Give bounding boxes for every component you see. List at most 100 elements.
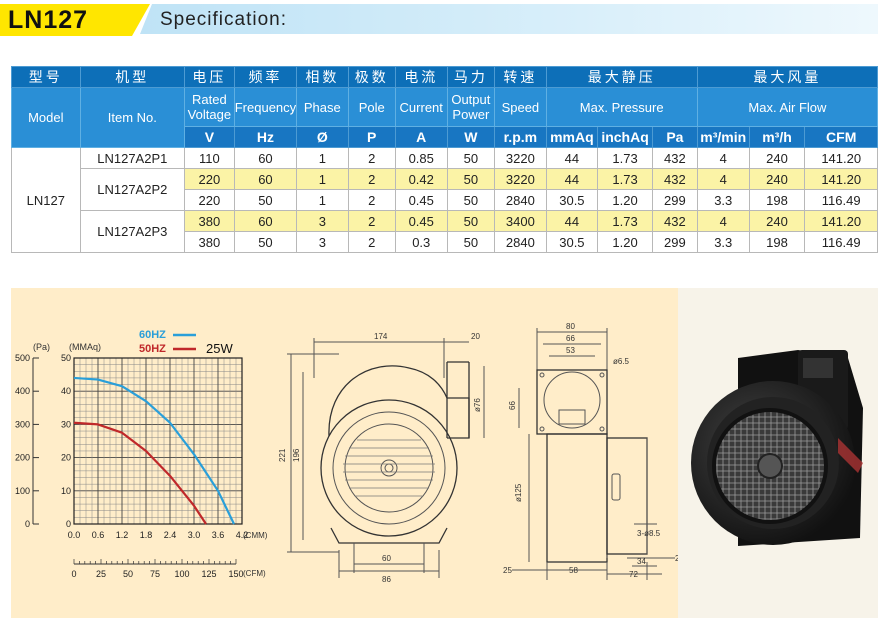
front-view-drawing: 174 20 221 196 ø76 60 86 [279, 332, 485, 584]
data-cell: 44 [545, 168, 599, 190]
data-cell: 2840 [494, 189, 547, 211]
data-cell: 50 [233, 189, 298, 211]
pa-tick-label: 300 [15, 419, 30, 429]
data-cell: 141.20 [804, 210, 878, 232]
data-cell: 44 [545, 210, 599, 232]
data-cell: 3400 [494, 210, 547, 232]
cfm-tick-label: 75 [150, 569, 160, 579]
cfm-tick-label: 50 [123, 569, 133, 579]
column-header: Rated Voltage [184, 87, 235, 127]
dim-20: 20 [471, 332, 480, 341]
data-cell: 50 [233, 231, 298, 253]
unit-cell: Pa [651, 126, 698, 148]
unit-cell: Ø [296, 126, 349, 148]
cmm-tick-label: 2.4 [164, 530, 177, 540]
cfm-tick-label: 100 [174, 569, 189, 579]
unit-cell: mmAq [545, 126, 599, 148]
table-header-cn: 型号 机型 电压 频率 相数 极数 电流 马力 转速 最大静压 最大风量 [11, 66, 878, 88]
pa-axis-unit: (Pa) [33, 342, 50, 352]
data-cell: 50 [446, 147, 496, 169]
data-cell: 0.45 [394, 189, 448, 211]
cfm-tick-label: 150 [228, 569, 243, 579]
column-header: Phase [296, 87, 349, 127]
column-header: Model [11, 87, 81, 148]
data-cell: 0.42 [394, 168, 448, 190]
table-row: LN127A2P3 380 60 3 2 0.45 50 3400 44 1.7… [12, 210, 878, 253]
chart-frame [73, 357, 243, 525]
data-cell: 60 [233, 210, 298, 232]
series-line-50hz [73, 421, 207, 525]
model-cell: LN127 [11, 147, 81, 253]
model-title: LN127 [8, 6, 89, 34]
column-header: 最大静压 [545, 66, 698, 88]
data-cell: 1 [296, 147, 349, 169]
unit-cell: r.p.m [494, 126, 547, 148]
dim-34: 34 [637, 557, 646, 566]
cmm-tick-label: 1.8 [140, 530, 153, 540]
data-cell: 299 [651, 231, 698, 253]
data-cell: 220 [184, 168, 235, 190]
dim-58: 58 [569, 566, 578, 575]
dim-174: 174 [374, 332, 388, 341]
item-cell: LN127A2P1 [79, 147, 186, 169]
data-cell: 50 [446, 210, 496, 232]
mmaq-axis-unit: (MMAq) [69, 342, 101, 352]
power-label: 25W [206, 341, 233, 356]
data-cell: 3220 [494, 168, 547, 190]
section-title: Specification: [160, 9, 288, 30]
data-cell: 4 [696, 168, 750, 190]
specification-bar: Specification: [140, 4, 878, 34]
table-row: LN127 LN127A2P1 110 60 1 2 0.85 50 3220 … [11, 147, 878, 253]
chart-grid [73, 357, 243, 525]
cmm-tick-label: 0.6 [92, 530, 105, 540]
item-cell: LN127A2P2 [79, 168, 186, 211]
column-header: Max. Pressure [545, 87, 698, 127]
dim-60: 60 [382, 554, 391, 563]
table-row: LN127A2P2 220 60 1 2 0.42 50 3220 44 1.7… [12, 168, 878, 211]
column-header: 最大风量 [696, 66, 878, 88]
column-header: Max. Air Flow [696, 87, 878, 127]
table-units: V Hz Ø P A W r.p.m mmAq inchAq Pa m³/min… [12, 126, 878, 148]
series-line-60hz [73, 376, 235, 525]
column-header: Speed [494, 87, 547, 127]
data-cell: 30.5 [545, 231, 599, 253]
mmaq-tick-label: 30 [61, 419, 71, 429]
data-cell: 1.73 [597, 147, 653, 169]
product-photo [678, 288, 878, 618]
dim-o125: ø125 [514, 483, 523, 502]
blower-image [691, 350, 863, 546]
unit-cell: m³/h [748, 126, 806, 148]
data-cell: 380 [184, 231, 235, 253]
column-header: 机型 [79, 66, 186, 88]
data-cell: 0.45 [394, 210, 448, 232]
column-header: 马力 [446, 66, 496, 88]
column-header: Item No. [79, 87, 186, 148]
model-tag: LN127 [0, 4, 150, 36]
data-cell: 2 [347, 189, 396, 211]
data-cell: 1.73 [597, 210, 653, 232]
column-header: Output Power [446, 87, 496, 127]
cmm-tick-label: 0.0 [68, 530, 81, 540]
data-cell: 2 [347, 231, 396, 253]
column-header: Pole [347, 87, 396, 127]
page-header: LN127 Specification: [0, 0, 878, 40]
data-cell: 432 [651, 147, 698, 169]
data-cell: 1 [296, 168, 349, 190]
data-cell: 141.20 [804, 168, 878, 190]
table-row: 380 50 3 2 0.3 50 2840 30.5 1.20 299 3.3… [12, 231, 878, 253]
dim-221: 221 [279, 448, 287, 462]
cfm-axis-unit: (CFM) [243, 569, 266, 578]
cmm-axis-unit: (CMM) [243, 531, 268, 540]
data-cell: 2 [347, 210, 396, 232]
column-header: 电压 [184, 66, 235, 88]
pa-tick-label: 100 [15, 486, 30, 496]
data-cell: 3.3 [696, 231, 750, 253]
data-cell: 50 [446, 168, 496, 190]
legend-60hz-label: 60HZ [139, 329, 166, 341]
cmm-tick-label: 3.0 [188, 530, 201, 540]
data-cell: 240 [748, 147, 806, 169]
data-cell: 299 [651, 189, 698, 211]
mmaq-tick-label: 40 [61, 386, 71, 396]
diagram-panel: 500 400 300 200 100 0 50 40 30 20 10 0 0.0 0.6 1.2 1.8 2… [11, 288, 684, 618]
